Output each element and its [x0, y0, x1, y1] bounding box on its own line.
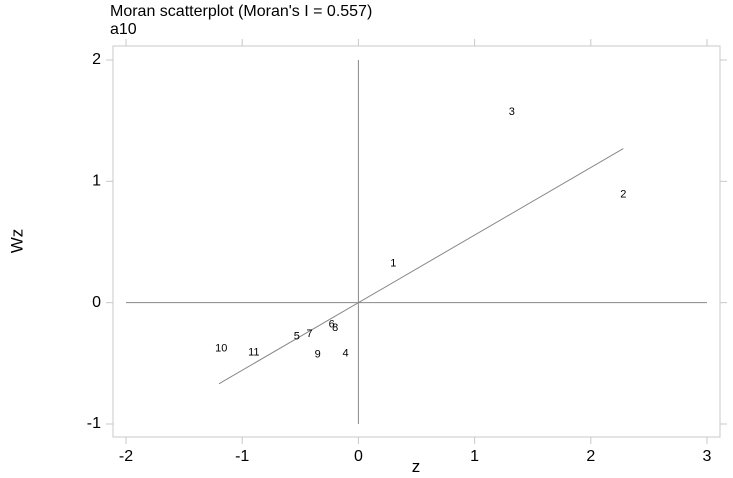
y-tick-label: 1 [92, 173, 101, 190]
y-tick-label: -1 [87, 415, 101, 432]
axis-ticks: -2 -1 0 1 2 3 -1 0 1 2 [87, 39, 727, 465]
plot-frame [112, 45, 721, 438]
chart-title: Moran scatterplot (Moran's I = 0.557) [110, 3, 372, 20]
point-label-5: 5 [294, 331, 300, 343]
x-tick-label: 3 [703, 448, 712, 465]
x-tick-label: -2 [119, 448, 133, 465]
point-label-2: 2 [620, 189, 626, 201]
y-tick-label: 2 [92, 51, 101, 68]
point-label-10: 10 [215, 343, 227, 355]
point-label-7: 7 [307, 328, 313, 340]
chart-subtitle: a10 [110, 21, 137, 38]
point-label-11: 11 [248, 346, 259, 358]
x-axis-label: z [412, 457, 421, 476]
y-axis-label: Wz [7, 229, 26, 254]
point-label-3: 3 [509, 106, 515, 118]
x-tick-label: 1 [470, 448, 479, 465]
point-label-8: 8 [332, 322, 338, 334]
data-points: 1 2 3 4 5 6 7 8 9 10 11 [215, 106, 626, 361]
point-label-9: 9 [315, 349, 321, 361]
x-tick-label: 0 [354, 448, 363, 465]
reference-lines [126, 60, 707, 424]
regression-line [218, 148, 624, 385]
point-label-6: 6 [329, 318, 335, 330]
x-tick-label: -1 [235, 448, 249, 465]
x-tick-label: 2 [586, 448, 595, 465]
regression-line-group [218, 148, 624, 385]
point-label-4: 4 [343, 348, 349, 360]
y-tick-label: 0 [92, 294, 101, 311]
point-label-1: 1 [390, 258, 396, 270]
